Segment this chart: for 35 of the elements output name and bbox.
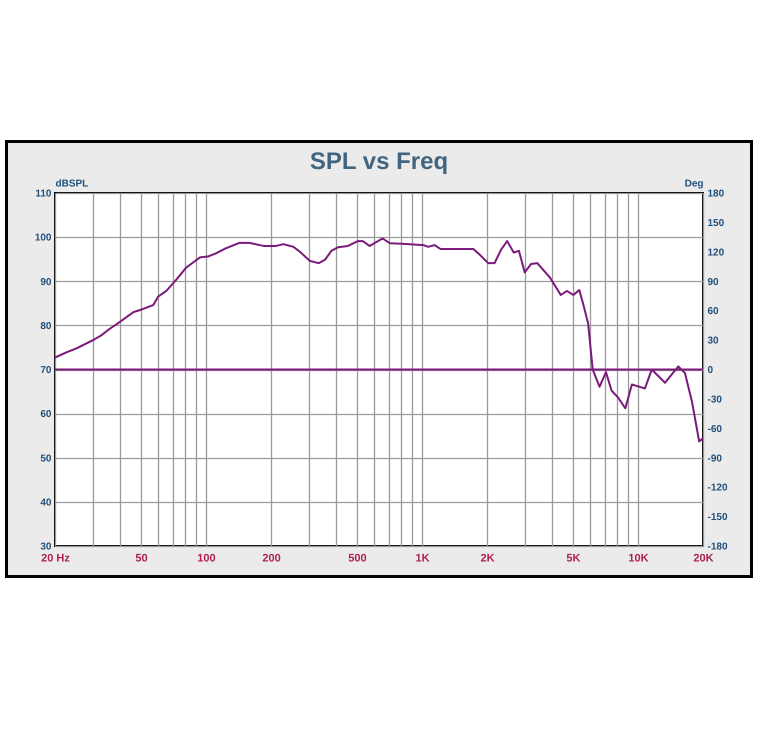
y-tick-label: 60 bbox=[40, 409, 52, 420]
x-tick-label: 20 Hz bbox=[41, 552, 70, 564]
y-tick-label: 70 bbox=[40, 365, 52, 376]
x-tick-label: 5K bbox=[566, 552, 581, 564]
x-tick-label: 200 bbox=[262, 552, 281, 564]
y2-tick-label: -120 bbox=[708, 482, 728, 494]
y-tick-label: 90 bbox=[40, 276, 52, 288]
y-tick-label: 100 bbox=[34, 232, 52, 244]
y2-tick-label: 0 bbox=[708, 365, 714, 376]
x-tick-label: 20K bbox=[693, 552, 714, 564]
y2-axis-title: Deg bbox=[684, 178, 704, 190]
y2-tick-label: -30 bbox=[708, 394, 722, 406]
y-tick-label: 110 bbox=[35, 188, 52, 200]
y-tick-label: 50 bbox=[40, 453, 52, 464]
y-tick-label: 30 bbox=[40, 542, 52, 552]
y2-tick-label: 120 bbox=[708, 247, 725, 258]
y2-tick-label: 30 bbox=[708, 336, 720, 347]
x-tick-label: 100 bbox=[197, 552, 216, 564]
y-tick-label: 80 bbox=[40, 320, 52, 332]
y2-tick-label: -60 bbox=[708, 424, 722, 435]
x-tick-label: 1K bbox=[415, 552, 430, 564]
y2-tick-label: 180 bbox=[708, 188, 725, 200]
y2-tick-label: -180 bbox=[708, 542, 728, 552]
y2-tick-label: -90 bbox=[708, 453, 722, 464]
y2-tick-label: 150 bbox=[708, 218, 725, 229]
chart-title: SPL vs Freq bbox=[310, 148, 448, 175]
y2-tick-label: -150 bbox=[708, 512, 728, 524]
x-tick-label: 10K bbox=[628, 552, 649, 564]
y-tick-label: 40 bbox=[40, 497, 52, 508]
y2-tick-label: 60 bbox=[708, 306, 720, 318]
x-tick-label: 2K bbox=[480, 552, 495, 564]
x-tick-label: 500 bbox=[348, 552, 367, 564]
y-axis-title: dBSPL bbox=[56, 178, 88, 190]
y2-tick-label: 90 bbox=[708, 276, 720, 288]
x-tick-label: 50 bbox=[135, 552, 148, 564]
